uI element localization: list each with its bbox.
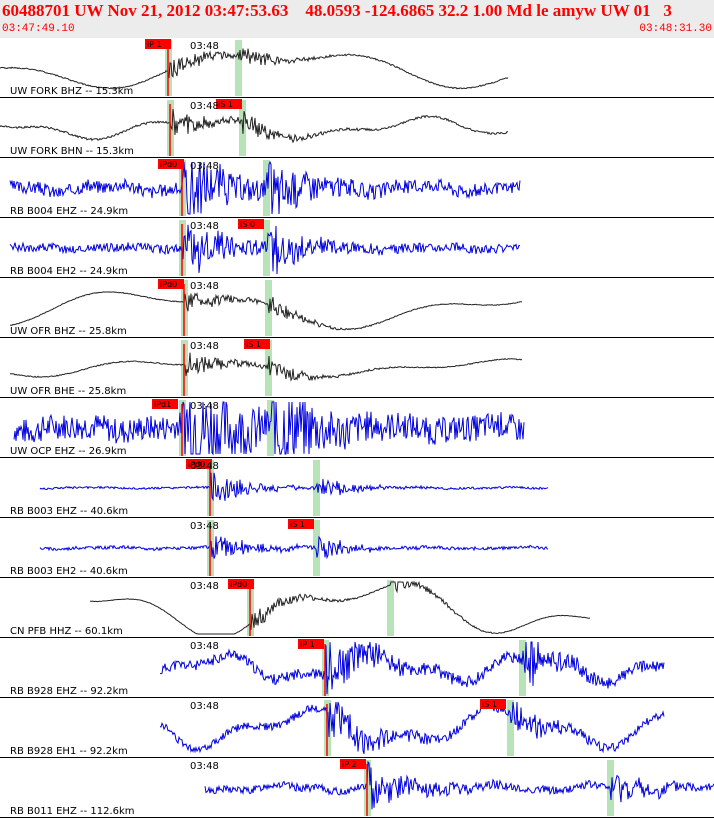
pick-label[interactable]: iPd0 bbox=[160, 280, 177, 289]
pick-label[interactable]: iP 1 bbox=[300, 640, 315, 649]
pick-label-box[interactable] bbox=[238, 219, 264, 229]
station-label: RB B928 EH1 -- 92.2km bbox=[10, 746, 128, 757]
pick-label[interactable]: iS 1 bbox=[246, 340, 261, 349]
pick-label[interactable]: iS 0 bbox=[240, 220, 255, 229]
pick-label-box[interactable] bbox=[145, 39, 171, 49]
waveform-trace[interactable] bbox=[89, 580, 591, 635]
station-label: RB B004 EH2 -- 24.9km bbox=[10, 266, 128, 277]
pick-band bbox=[387, 580, 394, 636]
station-label: UW OFR BHE -- 25.8km bbox=[10, 386, 126, 397]
pick-band bbox=[519, 640, 526, 696]
station-label: RB B004 EHZ -- 24.9km bbox=[10, 206, 128, 217]
station-label: RB B011 EHZ -- 112.6km bbox=[10, 806, 135, 817]
station-label: UW FORK BHZ -- 15.3km bbox=[10, 86, 133, 97]
pick-label-box[interactable] bbox=[152, 399, 178, 409]
waveform-trace[interactable] bbox=[204, 760, 714, 810]
station-label: RB B928 EHZ -- 92.2km bbox=[10, 686, 128, 697]
station-label: CN PFB HHZ -- 60.1km bbox=[10, 626, 123, 637]
waveform-trace[interactable] bbox=[10, 352, 523, 382]
minute-label: 03:48 bbox=[190, 41, 219, 52]
station-label: RB B003 EH2 -- 40.6km bbox=[10, 566, 128, 577]
pick-label[interactable]: iS 1 bbox=[482, 700, 497, 709]
end-time: 03:48:31.30 bbox=[639, 23, 712, 35]
minute-label: 03:48 bbox=[190, 341, 219, 352]
waveform-trace[interactable] bbox=[9, 291, 523, 331]
pick-band bbox=[263, 160, 270, 216]
waveform-trace[interactable] bbox=[13, 401, 525, 456]
station-label: UW FORK BHN -- 15.3km bbox=[10, 146, 134, 157]
pick-label-box[interactable] bbox=[244, 339, 270, 349]
pick-label-box[interactable] bbox=[228, 579, 254, 589]
pick-label[interactable]: iPd0 bbox=[160, 160, 177, 169]
pick-label-box[interactable] bbox=[288, 519, 314, 529]
pick-label-box[interactable] bbox=[158, 159, 184, 169]
station-label: UW OCP EHZ -- 26.9km bbox=[10, 446, 127, 457]
pick-label[interactable]: iS 1 bbox=[290, 520, 305, 529]
pick-label-box[interactable] bbox=[480, 699, 506, 709]
pick-band bbox=[313, 460, 320, 516]
pick-band bbox=[267, 400, 274, 456]
pick-label[interactable]: iPd1 bbox=[154, 400, 171, 409]
minute-label: 03:48 bbox=[190, 581, 219, 592]
minute-label: 03:48 bbox=[190, 461, 219, 472]
minute-label: 03:48 bbox=[190, 521, 219, 532]
pick-band bbox=[263, 220, 270, 276]
minute-label: 03:48 bbox=[190, 161, 219, 172]
event-summary: 60488701 UW Nov 21, 2012 03:47:53.63 48.… bbox=[2, 1, 672, 20]
event-header: 60488701 UW Nov 21, 2012 03:47:53.63 48.… bbox=[0, 0, 714, 38]
pick-label[interactable]: iPd0 bbox=[230, 580, 247, 589]
minute-label: 03:48 bbox=[190, 401, 219, 412]
pick-band bbox=[313, 520, 320, 576]
pick-band bbox=[607, 760, 614, 816]
minute-label: 03:48 bbox=[190, 221, 219, 232]
pick-band bbox=[235, 40, 242, 96]
waveform-trace[interactable] bbox=[9, 160, 521, 215]
waveform-trace[interactable] bbox=[0, 48, 509, 90]
pick-label[interactable]: iPd0 bbox=[188, 460, 205, 469]
minute-label: 03:48 bbox=[190, 101, 219, 112]
pick-label-box[interactable] bbox=[298, 639, 324, 649]
station-label: RB B003 EHZ -- 40.6km bbox=[10, 506, 128, 517]
pick-label-box[interactable] bbox=[158, 279, 184, 289]
minute-label: 03:48 bbox=[190, 281, 219, 292]
waveform-trace[interactable] bbox=[9, 224, 521, 275]
pick-label[interactable]: iP 1 bbox=[147, 40, 162, 49]
minute-label: 03:48 bbox=[190, 701, 219, 712]
pick-label[interactable]: iP 2 bbox=[342, 760, 357, 769]
waveform-trace[interactable] bbox=[0, 108, 509, 144]
pick-label-box[interactable] bbox=[186, 459, 212, 469]
waveform-trace[interactable] bbox=[39, 535, 549, 560]
pick-band bbox=[507, 700, 514, 756]
pick-label-box[interactable] bbox=[216, 99, 242, 109]
waveform-trace[interactable] bbox=[39, 472, 549, 502]
minute-label: 03:48 bbox=[190, 641, 219, 652]
waveform-trace[interactable] bbox=[159, 701, 665, 754]
start-time: 03:47:49.10 bbox=[2, 23, 75, 35]
minute-label: 03:48 bbox=[190, 761, 219, 772]
station-label: UW OFR BHZ -- 25.8km bbox=[10, 326, 127, 337]
pick-label[interactable]: iS 1 bbox=[218, 100, 233, 109]
waveform-trace[interactable] bbox=[159, 641, 665, 695]
pick-label-box[interactable] bbox=[340, 759, 366, 769]
